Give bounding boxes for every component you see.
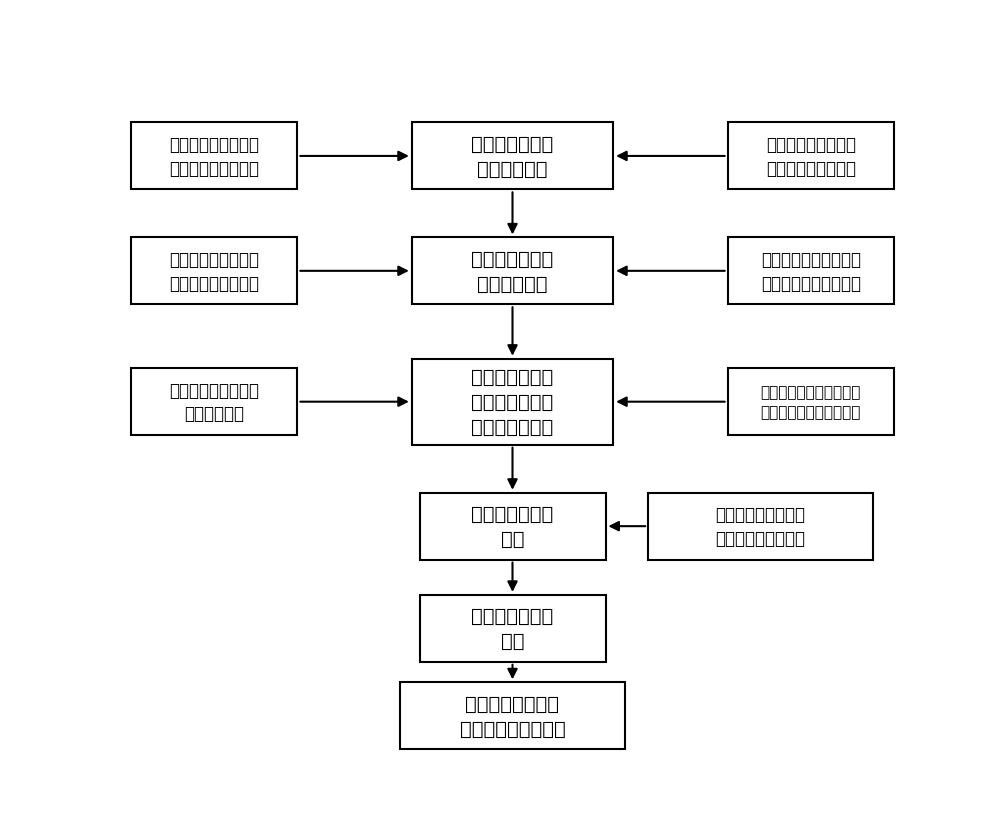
Text: 研究激光光斑大小，位置
及强度对探测性能的影响: 研究激光光斑大小，位置 及强度对探测性能的影响 <box>761 385 861 420</box>
FancyBboxPatch shape <box>412 123 613 190</box>
Text: 模拟分析不同结构尺
寸对探测性能的影响: 模拟分析不同结构尺 寸对探测性能的影响 <box>766 136 856 177</box>
Text: 进行太赫兹成像
试验: 进行太赫兹成像 试验 <box>471 607 554 651</box>
Text: 设计光学系统实现探
测光束的扩束: 设计光学系统实现探 测光束的扩束 <box>169 382 259 423</box>
FancyBboxPatch shape <box>648 493 873 560</box>
FancyBboxPatch shape <box>420 493 606 560</box>
Text: 调研分析不同电极结
构对探测性能的影响: 调研分析不同电极结 构对探测性能的影响 <box>169 136 259 177</box>
FancyBboxPatch shape <box>412 238 613 305</box>
FancyBboxPatch shape <box>728 123 894 190</box>
FancyBboxPatch shape <box>400 682 625 749</box>
Text: 研究天线单元的材料
选择和外延生长工艺: 研究天线单元的材料 选择和外延生长工艺 <box>169 251 259 292</box>
Text: 光电导天线阵列
单元结构设计: 光电导天线阵列 单元结构设计 <box>471 135 554 179</box>
FancyBboxPatch shape <box>131 123 297 190</box>
Text: 形成系统样机，进
一步推进产业化流程: 形成系统样机，进 一步推进产业化流程 <box>460 694 565 738</box>
Text: 搭建太赫兹成像
系统: 搭建太赫兹成像 系统 <box>471 504 554 548</box>
FancyBboxPatch shape <box>131 238 297 305</box>
Text: 研究单元电极材料选择
及工艺，实现欧姆接触: 研究单元电极材料选择 及工艺，实现欧姆接触 <box>761 251 861 292</box>
FancyBboxPatch shape <box>420 595 606 662</box>
FancyBboxPatch shape <box>728 238 894 305</box>
FancyBboxPatch shape <box>412 359 613 445</box>
FancyBboxPatch shape <box>131 368 297 436</box>
Text: 光电导天线阵列
的微加工制造: 光电导天线阵列 的微加工制造 <box>471 249 554 293</box>
FancyBboxPatch shape <box>728 368 894 436</box>
Text: 实现基于多通道锁相
放大技术的数据采集: 实现基于多通道锁相 放大技术的数据采集 <box>716 506 806 547</box>
Text: 实现利用空间光
调制器对探测阵
列进行门控激发: 实现利用空间光 调制器对探测阵 列进行门控激发 <box>471 368 554 436</box>
